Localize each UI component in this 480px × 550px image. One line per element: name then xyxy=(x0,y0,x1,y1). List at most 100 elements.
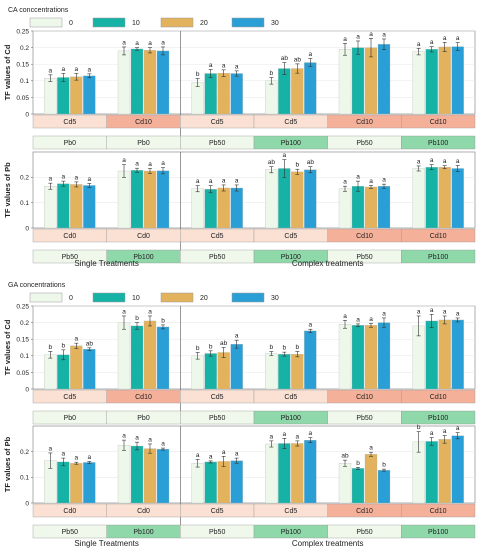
bar xyxy=(44,77,57,115)
significance-letter: b xyxy=(62,342,66,349)
strip-top-label: Cd5 xyxy=(211,508,224,515)
plot-frame xyxy=(32,30,476,115)
bar xyxy=(438,46,451,115)
bar xyxy=(377,44,391,115)
significance-letter: a xyxy=(356,316,360,323)
bar xyxy=(451,435,464,504)
legend-swatch xyxy=(29,17,63,28)
legend-swatch xyxy=(92,17,126,28)
bar xyxy=(156,326,170,390)
bar xyxy=(265,80,278,115)
strip-bottom-label: Pb100 xyxy=(281,254,301,261)
plot-frame xyxy=(32,305,476,390)
strip-top-label: Cd10 xyxy=(135,394,152,401)
significance-letter: a xyxy=(161,441,165,448)
strip-bottom-label: Pb50 xyxy=(356,529,372,536)
bar xyxy=(204,461,217,504)
bar xyxy=(338,324,352,390)
section-label-complex: Complex treatments xyxy=(292,539,364,548)
bar xyxy=(230,460,243,504)
significance-letter: a xyxy=(88,454,92,461)
y-axis-label: TF values of Cd xyxy=(3,319,12,375)
bar xyxy=(304,439,317,504)
significance-letter: b xyxy=(283,345,287,352)
y-tick-label: 0.25 xyxy=(16,28,29,35)
significance-letter: b xyxy=(196,71,200,78)
strip-bottom-label: Pb0 xyxy=(64,415,77,422)
bar xyxy=(364,454,378,504)
strip-bottom-label: Pb100 xyxy=(428,254,448,261)
significance-letter: b xyxy=(209,343,213,350)
significance-letter: b xyxy=(196,345,200,352)
bar xyxy=(425,320,438,390)
significance-letter: b xyxy=(382,462,386,469)
bar xyxy=(83,75,96,115)
bar xyxy=(143,320,157,390)
y-tick-label: 0.25 xyxy=(16,303,29,310)
plot-frame xyxy=(32,151,476,229)
strip-top xyxy=(401,114,476,129)
significance-letter: b xyxy=(270,344,274,351)
bar xyxy=(438,167,451,229)
significance-letter: a xyxy=(343,36,347,43)
significance-letter: b xyxy=(49,344,53,351)
significance-letter: a xyxy=(75,174,79,181)
significance-letter: a xyxy=(369,31,373,38)
y-tick-label: 0 xyxy=(25,500,29,507)
significance-letter: a xyxy=(209,178,213,185)
significance-letter: a xyxy=(343,179,347,186)
significance-letter: b xyxy=(296,344,300,351)
y-tick-label: 0.15 xyxy=(16,337,29,344)
significance-letter: a xyxy=(296,433,300,440)
significance-letter: a xyxy=(456,35,460,42)
bar xyxy=(265,443,278,504)
bar xyxy=(70,184,83,229)
significance-letter: a xyxy=(309,51,313,58)
bar xyxy=(44,354,57,390)
bar xyxy=(83,462,96,504)
legend-label: 30 xyxy=(271,20,279,27)
y-axis-label: TF values of Cd xyxy=(3,44,12,100)
significance-letter: a xyxy=(270,433,274,440)
strip-top-label: Cd5 xyxy=(63,119,76,126)
significance-letter: a xyxy=(75,336,79,343)
strip-top-label: Cd0 xyxy=(137,233,150,240)
bar xyxy=(351,47,365,115)
bar xyxy=(130,48,144,115)
bar xyxy=(143,448,157,504)
significance-letter: a xyxy=(443,428,447,435)
significance-letter: a xyxy=(235,177,239,184)
significance-letter: ab xyxy=(341,453,349,460)
legend-label: 30 xyxy=(271,295,279,302)
strip-top-label: Cd10 xyxy=(430,508,447,515)
strip-top xyxy=(401,389,476,404)
significance-letter: a xyxy=(222,62,226,69)
legend-label: 20 xyxy=(200,20,208,27)
significance-letter: a xyxy=(135,40,139,47)
strip-top-label: Cd0 xyxy=(137,508,150,515)
significance-letter: a xyxy=(222,177,226,184)
y-tick-label: 0.2 xyxy=(20,449,29,456)
significance-letter: a xyxy=(49,176,53,183)
significance-letter: a xyxy=(148,40,152,47)
strip-bottom xyxy=(401,249,476,264)
significance-letter: b xyxy=(296,162,300,169)
strip-top-label: Cd5 xyxy=(211,394,224,401)
bar xyxy=(291,443,304,504)
significance-letter: a xyxy=(62,66,66,73)
legend-swatch xyxy=(231,17,265,28)
bar xyxy=(191,463,204,504)
legend-swatch xyxy=(160,292,194,303)
y-tick-label: 0 xyxy=(25,111,29,118)
strip-top-label: Cd5 xyxy=(284,508,297,515)
bar xyxy=(117,322,131,390)
legend-swatch xyxy=(92,292,126,303)
strip-top-label: Cd10 xyxy=(430,119,447,126)
strip-bottom-label: Pb100 xyxy=(428,529,448,536)
strip-top-label: Cd5 xyxy=(284,119,297,126)
bar xyxy=(217,461,230,504)
significance-letter: a xyxy=(417,158,421,165)
legend-swatch xyxy=(231,292,265,303)
bar xyxy=(191,355,204,390)
legend-label: 0 xyxy=(69,20,73,27)
